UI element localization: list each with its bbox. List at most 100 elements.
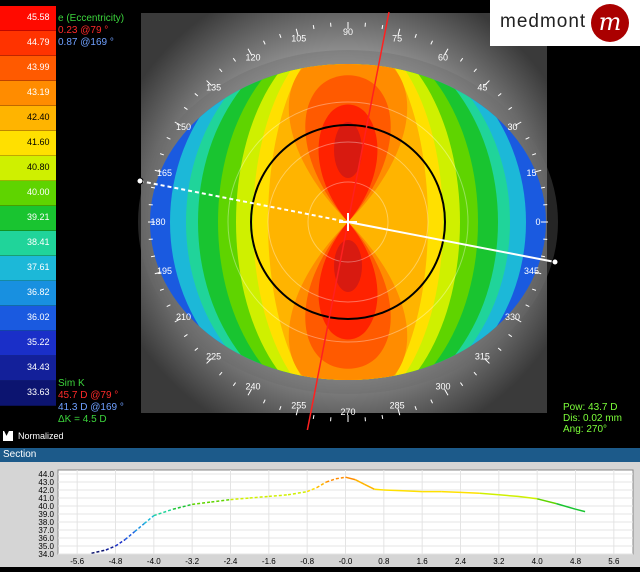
angle-label: 270 <box>340 407 355 417</box>
legend-value: 36.82 <box>27 287 50 297</box>
legend-value: 36.02 <box>27 312 50 322</box>
section-x-tick-label: 3.2 <box>493 557 505 566</box>
legend-value: 40.00 <box>27 187 50 197</box>
angle-label: 45 <box>477 83 487 93</box>
legend-row: 40.00 <box>0 181 56 206</box>
section-handle-right[interactable] <box>552 259 558 265</box>
section-header: Section <box>0 448 640 462</box>
legend-row: 45.58 <box>0 6 56 31</box>
angle-tick <box>382 25 383 29</box>
normalized-toggle[interactable]: Normalized <box>0 430 640 444</box>
section-profile-segment <box>374 489 384 490</box>
legend-value: 35.22 <box>27 337 50 347</box>
normalized-checkbox-icon[interactable] <box>3 431 13 441</box>
legend-row: 39.21 <box>0 206 56 231</box>
cursor-distance: Dis: 0.02 mm <box>563 413 622 424</box>
legend-row: 33.63 <box>0 381 56 406</box>
angle-tick <box>313 25 314 29</box>
legend-row: 43.99 <box>0 56 56 81</box>
section-x-tick-label: -4.8 <box>109 557 123 566</box>
legend-row: 34.43 <box>0 356 56 381</box>
section-x-tick-label: -5.6 <box>70 557 84 566</box>
section-x-tick-label: -0.0 <box>339 557 353 566</box>
section-chart: 44.043.042.041.040.039.038.037.036.035.0… <box>0 462 640 567</box>
section-x-tick-label: 5.6 <box>608 557 620 566</box>
section-x-tick-label: 2.4 <box>455 557 467 566</box>
medmont-logo: medmont m <box>490 0 640 46</box>
cursor-power: Pow: 43.7 D <box>563 402 622 413</box>
section-x-tick-label: 4.0 <box>532 557 544 566</box>
section-x-tick-label: 1.6 <box>417 557 429 566</box>
angle-tick <box>541 256 545 257</box>
legend-row: 35.22 <box>0 331 56 356</box>
legend-value: 43.19 <box>27 87 50 97</box>
legend-value: 42.40 <box>27 112 50 122</box>
legend-row: 41.60 <box>0 131 56 156</box>
angle-label: 195 <box>157 266 172 276</box>
angle-tick <box>313 415 314 419</box>
angle-label: 240 <box>245 382 260 392</box>
angle-label: 120 <box>245 52 260 62</box>
section-x-tick-label: 4.8 <box>570 557 582 566</box>
legend-value: 38.41 <box>27 237 50 247</box>
legend-row: 36.02 <box>0 306 56 331</box>
angle-label: 345 <box>524 266 539 276</box>
section-x-tick-label: -3.2 <box>185 557 199 566</box>
legend-value: 39.21 <box>27 212 50 222</box>
section-profile-segment <box>441 492 460 493</box>
topography-map-svg[interactable]: 9075604530150345330315300285270255240225… <box>56 0 640 430</box>
angle-label: 300 <box>435 382 450 392</box>
angle-label: 165 <box>157 168 172 178</box>
angle-label: 225 <box>206 351 221 361</box>
legend-row: 40.80 <box>0 156 56 181</box>
section-x-tick-label: -0.8 <box>300 557 314 566</box>
angle-label: 90 <box>343 27 353 37</box>
section-profile-segment <box>403 491 422 492</box>
legend-row: 37.61 <box>0 256 56 281</box>
legend-value: 43.99 <box>27 62 50 72</box>
angle-tick <box>541 187 545 188</box>
legend-row: 36.82 <box>0 281 56 306</box>
legend-value: 41.60 <box>27 137 50 147</box>
angle-label: 180 <box>150 217 165 227</box>
color-scale-legend: 45.58 44.79 43.99 43.19 42.40 41.60 40.80 40.00… <box>0 0 56 430</box>
legend-row: 42.40 <box>0 106 56 131</box>
normalized-label: Normalized <box>18 431 64 441</box>
angle-label: 285 <box>390 401 405 411</box>
section-handle-left[interactable] <box>137 178 143 184</box>
angle-label: 30 <box>508 122 518 132</box>
angle-tick <box>151 187 155 188</box>
section-x-tick-label: -1.6 <box>262 557 276 566</box>
angle-label: 15 <box>527 168 537 178</box>
legend-row: 44.79 <box>0 31 56 56</box>
section-title: Section <box>3 449 36 460</box>
angle-label: 135 <box>206 83 221 93</box>
section-x-tick-label: -4.0 <box>147 557 161 566</box>
legend-value: 40.80 <box>27 162 50 172</box>
legend-value: 34.43 <box>27 362 50 372</box>
logo-mark-icon: m <box>591 4 629 42</box>
legend-value: 33.63 <box>27 387 50 397</box>
angle-label: 105 <box>291 33 306 43</box>
angle-label: 75 <box>392 33 402 43</box>
angle-tick <box>382 415 383 419</box>
legend-value: 37.61 <box>27 262 50 272</box>
legend-value: 45.58 <box>27 12 50 22</box>
angle-label: 315 <box>475 351 490 361</box>
section-x-tick-label: 0.8 <box>378 557 390 566</box>
section-profile-segment <box>461 492 480 493</box>
section-profile-segment <box>384 490 403 491</box>
angle-label: 210 <box>176 312 191 322</box>
angle-label: 60 <box>438 52 448 62</box>
legend-row: 43.19 <box>0 81 56 106</box>
section-y-tick-label: 34.0 <box>38 550 54 559</box>
angle-label: 0 <box>535 217 540 227</box>
logo-text: medmont <box>500 11 586 33</box>
angle-label: 150 <box>176 122 191 132</box>
section-x-tick-label: -2.4 <box>224 557 238 566</box>
angle-label: 330 <box>505 312 520 322</box>
angle-label: 255 <box>291 401 306 411</box>
angle-tick <box>151 256 155 257</box>
